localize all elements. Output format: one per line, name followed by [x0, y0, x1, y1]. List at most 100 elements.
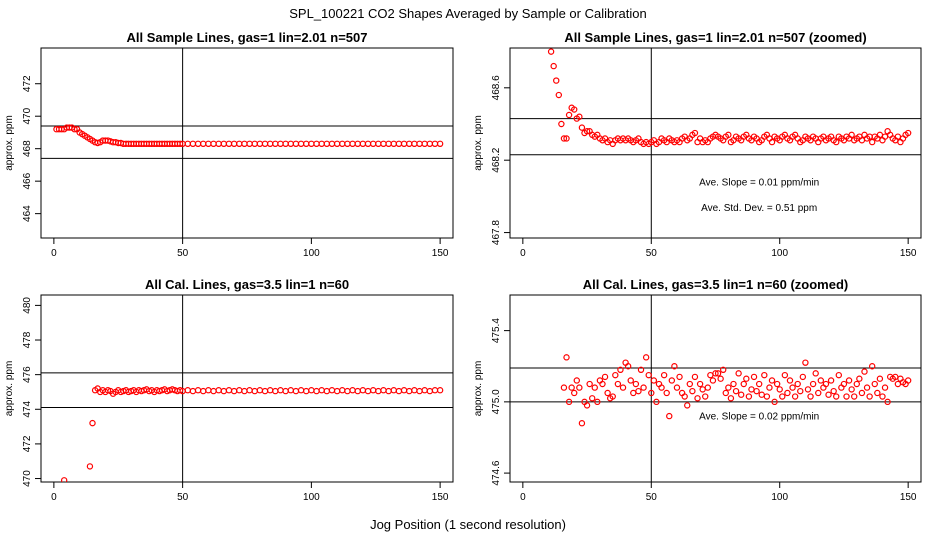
data-point [416, 140, 423, 148]
data-point [272, 387, 279, 395]
data-point [812, 370, 819, 377]
data-point [771, 398, 778, 406]
data-point [594, 398, 601, 406]
data-point [349, 140, 356, 148]
data-point [339, 140, 346, 148]
data-series [60, 385, 444, 482]
data-point [632, 380, 640, 388]
data-point [210, 140, 217, 148]
data-point [689, 387, 696, 395]
data-point [604, 389, 611, 397]
data-point [704, 384, 711, 391]
data-point [848, 131, 855, 139]
data-point [707, 371, 714, 379]
data-point [833, 393, 840, 400]
data-point [421, 387, 428, 394]
data-point [743, 375, 750, 382]
chart-title: All Cal. Lines, gas=3.5 lin=1 n=60 (zoom… [583, 277, 849, 292]
data-series [53, 124, 444, 148]
annotation-text: Ave. Slope = 0.01 ppm/min [699, 178, 819, 189]
x-tick-label: 150 [900, 248, 917, 259]
data-point [583, 402, 591, 409]
data-point [571, 389, 578, 397]
chart-panel-1: All Sample Lines, gas=1 lin=2.01 n=507 ap… [4, 30, 454, 259]
data-point [176, 140, 184, 148]
data-point [732, 387, 740, 395]
data-point [225, 140, 233, 148]
chart-panel-2: All Sample Lines, gas=1 lin=2.01 n=507 (… [473, 30, 922, 259]
data-point [277, 140, 284, 148]
data-point [671, 363, 678, 370]
data-point [578, 420, 586, 427]
data-point [297, 387, 305, 394]
data-point [861, 368, 868, 375]
data-point [802, 359, 809, 366]
data-point [753, 387, 760, 395]
data-point [696, 380, 704, 388]
data-point [333, 387, 341, 395]
data-point [848, 386, 855, 393]
data-point [89, 419, 96, 427]
data-point [359, 140, 367, 148]
data-point [555, 91, 563, 99]
y-tick-label: 470 [22, 470, 33, 487]
data-point [385, 387, 392, 395]
data-point [194, 387, 202, 394]
data-point [251, 387, 258, 395]
data-point [650, 377, 658, 384]
data-point [866, 393, 873, 400]
data-point [565, 398, 573, 406]
data-point [879, 393, 886, 400]
data-point [642, 354, 650, 361]
data-point [303, 140, 310, 148]
data-point [830, 387, 837, 395]
y-tick-label: 467.8 [491, 220, 502, 245]
data-point [717, 375, 724, 382]
data-point [395, 140, 403, 148]
data-point [60, 477, 68, 482]
annotation-text: Ave. Std. Dev. = 0.51 ppm [701, 203, 817, 214]
data-point [884, 398, 891, 406]
data-point [809, 380, 817, 388]
data-point [609, 393, 616, 400]
data-point [684, 402, 691, 409]
data-point [745, 393, 753, 400]
data-point [856, 375, 863, 382]
data-point [773, 380, 781, 388]
data-point [364, 387, 372, 395]
data-point [578, 124, 586, 131]
data-point [241, 387, 248, 395]
data-point [565, 111, 573, 119]
data-point [730, 380, 737, 388]
data-point [699, 386, 706, 393]
data-point [794, 380, 801, 388]
data-point [416, 387, 423, 395]
y-tick-label: 475.0 [491, 389, 502, 414]
data-point [313, 387, 320, 395]
data-point [748, 386, 755, 393]
data-point [658, 384, 665, 391]
data-point [768, 377, 776, 384]
data-point [282, 387, 289, 395]
data-point [876, 375, 884, 382]
data-point [369, 387, 377, 394]
data-point [871, 380, 878, 388]
data-point [781, 371, 789, 379]
data-point [313, 140, 320, 148]
data-point [261, 140, 269, 148]
data-point [406, 387, 413, 395]
data-point [558, 120, 565, 128]
data-point [568, 384, 575, 391]
data-point [755, 380, 763, 388]
data-point [230, 387, 238, 395]
data-point [786, 377, 794, 384]
data-point [328, 140, 336, 148]
y-axis-label: approx. ppm [4, 361, 15, 417]
data-point [390, 387, 397, 394]
data-point [406, 140, 413, 148]
x-tick-label: 0 [520, 248, 526, 259]
data-point [266, 140, 274, 148]
data-point [881, 384, 889, 391]
data-point [776, 386, 783, 393]
data-point [375, 387, 382, 395]
